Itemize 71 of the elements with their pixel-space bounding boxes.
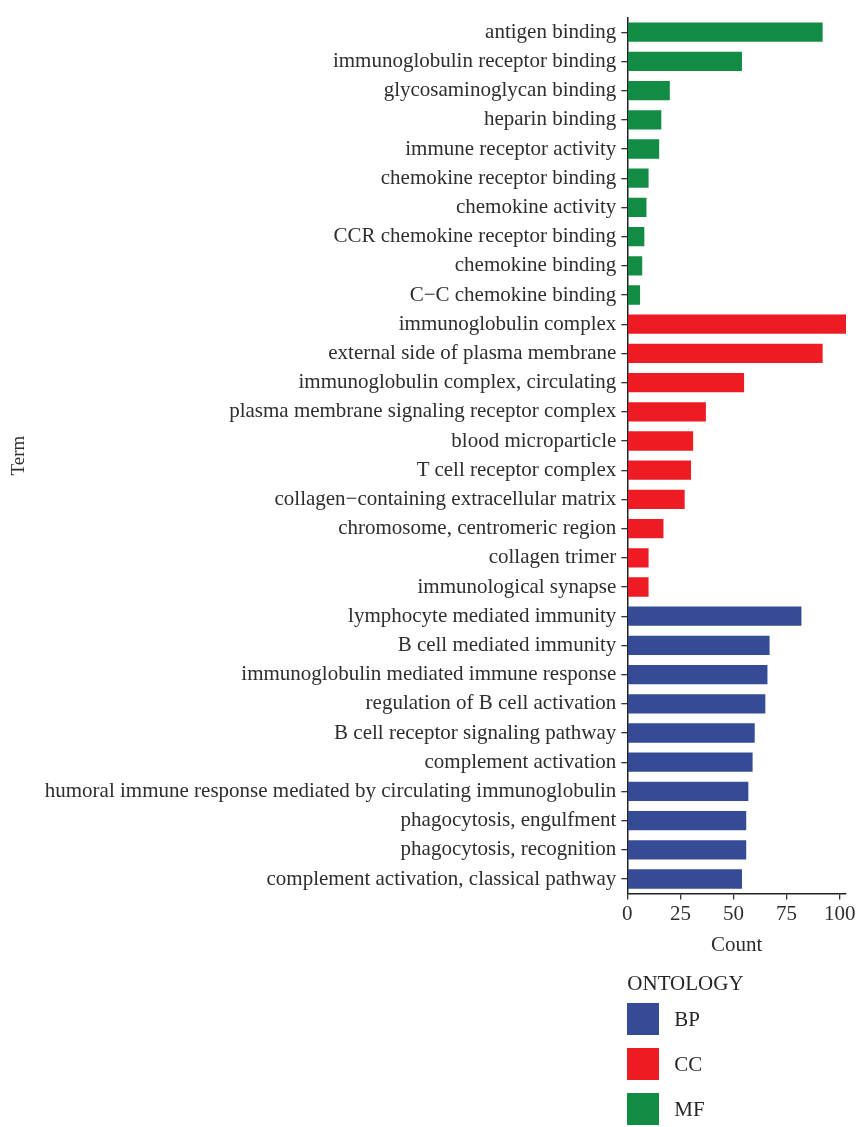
x-tick-label: 0 [622,900,633,925]
y-tick-label: T cell receptor complex [416,456,617,481]
y-tick-label: B cell mediated immunity [397,631,617,656]
legend-title: ONTOLOGY [627,971,744,995]
bar [628,402,706,422]
bar [628,285,641,305]
bar [628,489,685,510]
y-tick-label: lymphocyte mediated immunity [348,602,617,627]
y-tick-label: phagocytosis, recognition [400,836,617,861]
y-tick-label: regulation of B cell activation [365,690,617,715]
y-tick-label: collagen trimer [488,544,617,569]
bar [628,168,649,188]
bar [628,577,649,597]
y-tick-label: immune receptor activity [405,135,617,160]
bar [628,752,753,772]
bar [628,606,802,626]
y-tick-label: external side of plasma membrane [328,339,617,364]
y-tick-label: glycosaminoglycan binding [383,77,617,102]
bar [628,635,770,656]
y-tick-label: chemokine receptor binding [380,164,617,189]
bar [628,314,846,334]
y-tick-label: immunological synapse [417,573,617,598]
y-tick-label: CCR chemokine receptor binding [333,223,617,248]
x-tick-label: 75 [776,900,798,925]
bar [628,372,745,393]
legend-label: BP [674,1006,701,1032]
x-tick-label: 25 [669,900,691,925]
legend-label: CC [674,1051,703,1077]
y-tick-label: C−C chemokine binding [409,281,617,306]
bar [628,139,660,159]
y-tick-label: immunoglobulin complex, circulating [298,369,617,394]
bar [628,110,662,130]
y-axis-title: Term [7,435,29,476]
y-tick-label: immunoglobulin receptor binding [332,47,617,72]
bar [628,664,768,685]
y-tick-label: complement activation [424,748,617,773]
bar [628,197,647,218]
bar [628,518,664,539]
legend-label: MF [674,1096,705,1122]
bar [628,22,823,42]
y-tick-label: B cell receptor signaling pathway [334,719,617,744]
bar [628,548,649,568]
x-axis-title: Count [711,931,763,956]
bar [628,781,749,802]
y-tick-label: immunoglobulin mediated immune response [241,661,617,686]
bar [628,256,643,276]
y-tick-label: humoral immune response mediated by circulating immunoglobulin [44,777,617,802]
y-tick-label: blood microparticle [451,427,617,452]
x-tick-label: 50 [722,900,744,925]
bar [628,460,692,480]
y-tick-label: chromosome, centromeric region [338,515,617,540]
y-tick-label: antigen binding [485,18,617,43]
bar [628,51,742,72]
bar [628,431,694,451]
bar [628,810,747,831]
y-tick-label: plasma membrane signaling receptor complex [229,398,617,423]
bar [628,226,645,247]
y-tick-label: complement activation, classical pathway [266,865,617,890]
bar [628,694,766,714]
bar [628,723,755,743]
y-tick-label: heparin binding [483,106,617,131]
y-tick-label: collagen−containing extracellular matrix [274,485,617,510]
y-tick-label: phagocytosis, engulfment [400,807,617,832]
bar [628,343,823,364]
bar [628,80,670,101]
x-tick-label: 100 [823,900,856,925]
y-tick-label: chemokine activity [455,193,617,218]
bar [628,840,747,860]
y-tick-label: immunoglobulin complex [398,310,617,335]
bar [628,869,742,889]
y-tick-label: chemokine binding [454,252,617,277]
